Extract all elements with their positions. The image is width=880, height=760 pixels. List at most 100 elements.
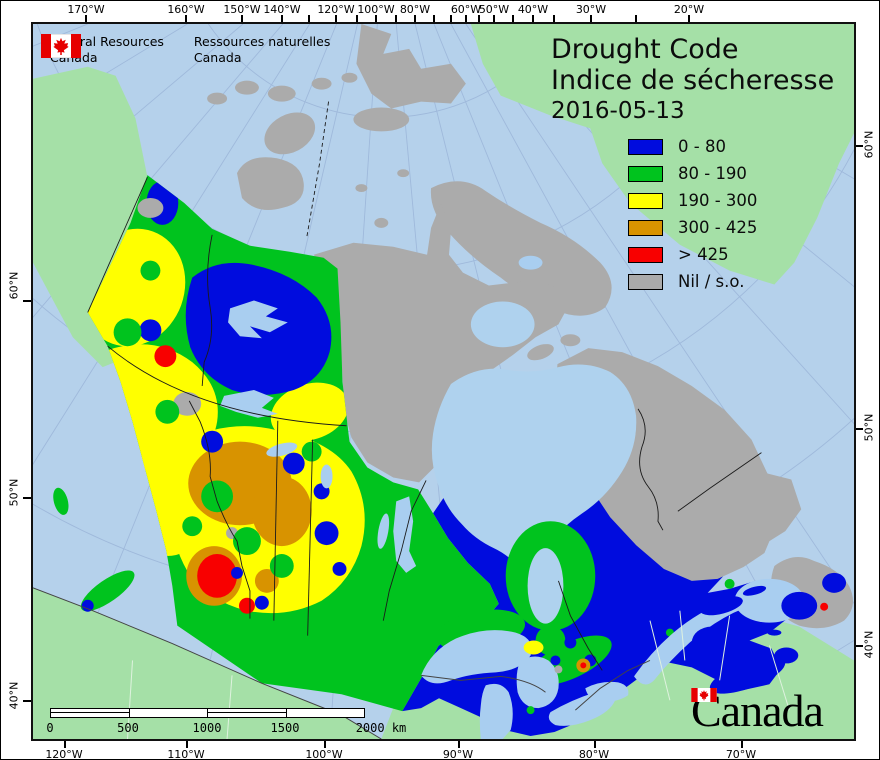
southern-ontario-detail bbox=[523, 636, 597, 715]
hudson-bay bbox=[431, 301, 637, 626]
lon-label: 80°W bbox=[399, 3, 431, 16]
qc-nl-border bbox=[637, 408, 664, 531]
lon-label: 160°W bbox=[167, 3, 205, 16]
great-slave-lake bbox=[220, 389, 278, 418]
lake-ontario bbox=[585, 681, 629, 703]
lat-label: 40°N bbox=[7, 681, 21, 710]
blue-patches bbox=[87, 181, 347, 610]
scale-label: 1000 bbox=[192, 721, 222, 735]
lakes bbox=[220, 255, 805, 739]
ab-sk-border bbox=[273, 420, 279, 621]
lat-label: 50°N bbox=[862, 413, 876, 442]
lat-label: 60°N bbox=[862, 130, 876, 159]
legend-swatch-red bbox=[628, 247, 663, 263]
lat-label: 40°N bbox=[862, 630, 876, 659]
lon-label: 90°W bbox=[442, 748, 474, 760]
legend-label: 190 - 300 bbox=[678, 191, 758, 210]
legend-label: Nil / s.o. bbox=[678, 272, 745, 291]
lon-label: 20°W bbox=[673, 3, 705, 16]
banks-island bbox=[264, 112, 316, 155]
vancouver-island bbox=[80, 570, 135, 612]
coastal-islands bbox=[53, 487, 135, 612]
us-state-borders bbox=[127, 610, 790, 739]
labrador-border bbox=[677, 452, 762, 512]
legend-label: 300 - 425 bbox=[678, 218, 758, 237]
lon-label: 120°W bbox=[317, 3, 355, 16]
lon-label: 120°W bbox=[45, 748, 83, 760]
dept-name-fr: Ressources naturelles Canada bbox=[193, 34, 331, 65]
mb-on-border bbox=[382, 480, 427, 621]
cape-breton bbox=[774, 647, 799, 664]
lake-michigan bbox=[479, 683, 513, 739]
lake-superior bbox=[421, 630, 532, 684]
scale-label: 500 bbox=[117, 721, 139, 735]
lon-label: 30°W bbox=[575, 3, 607, 16]
lake-huron bbox=[516, 656, 559, 709]
nwt-nunavut-border bbox=[306, 101, 330, 238]
nova-scotia bbox=[709, 657, 786, 694]
lon-label: 100°W bbox=[305, 748, 343, 760]
sk-mb-border bbox=[307, 439, 314, 636]
lon-label: 150°W bbox=[223, 3, 261, 16]
legend-swatch-yellow bbox=[628, 193, 663, 209]
lake-athabasca bbox=[266, 442, 298, 457]
ellesmere bbox=[356, 24, 466, 109]
legend-swatch-gray bbox=[628, 274, 663, 290]
gaspe bbox=[700, 596, 743, 616]
green-spots bbox=[113, 260, 322, 578]
wordmark-flag-icon bbox=[691, 688, 717, 702]
scale-label: 1500 bbox=[270, 721, 300, 735]
borders bbox=[87, 176, 762, 671]
legend-swatch-blue bbox=[628, 139, 663, 155]
international-border bbox=[33, 587, 651, 739]
haida-gwaii bbox=[53, 487, 69, 515]
lon-label: 70°W bbox=[725, 748, 757, 760]
lon-label: 80°W bbox=[578, 748, 610, 760]
nunavut-mainland bbox=[313, 202, 571, 483]
lon-label: 110°W bbox=[167, 748, 205, 760]
canada-flag-icon bbox=[41, 34, 81, 58]
title-fr: Indice de sécheresse bbox=[551, 65, 835, 96]
lat-label: 60°N bbox=[7, 271, 21, 300]
bc-ab-border bbox=[188, 400, 251, 619]
title-date: 2016-05-13 bbox=[551, 98, 685, 124]
pei bbox=[767, 629, 782, 636]
lat-label: 50°N bbox=[7, 478, 21, 507]
legend-label: 80 - 190 bbox=[678, 164, 747, 183]
legend-swatch-orange bbox=[628, 220, 663, 236]
legend-swatch-green bbox=[628, 166, 663, 182]
lon-label: 40°W bbox=[517, 3, 549, 16]
lon-label: 60°W bbox=[450, 3, 482, 16]
alaska-yukon-border bbox=[87, 176, 148, 313]
lon-label: 50°W bbox=[478, 3, 510, 16]
yukon-nwt-border bbox=[201, 234, 213, 387]
nfld-blue bbox=[781, 591, 818, 620]
nrcan-signature: Natural Resources Canada Ressources natu… bbox=[41, 34, 330, 66]
scale-label: 2000 km bbox=[355, 721, 407, 735]
lon-label: 140°W bbox=[263, 3, 301, 16]
on-qc-border bbox=[558, 580, 603, 671]
new-brunswick bbox=[691, 626, 732, 659]
victoria-island bbox=[237, 157, 304, 211]
map-area: Natural Resources Canada Ressources natu… bbox=[31, 22, 856, 741]
lon-label: 170°W bbox=[67, 3, 105, 16]
map-title: Drought Code Indice de sécheresse 2016-0… bbox=[551, 34, 834, 126]
title-en: Drought Code bbox=[551, 34, 739, 65]
canada-wordmark: Canada bbox=[691, 688, 854, 738]
scale-label: 0 bbox=[46, 721, 54, 735]
map-image bbox=[33, 24, 854, 739]
scale-bar bbox=[50, 708, 365, 718]
foxe-basin bbox=[470, 301, 535, 348]
baffin-island bbox=[430, 181, 612, 316]
alaska bbox=[33, 66, 148, 368]
reindeer-lake bbox=[320, 464, 333, 489]
drought-patches-west bbox=[87, 181, 365, 614]
maritime-red-spot bbox=[820, 602, 829, 611]
nettilling-lake bbox=[518, 255, 543, 270]
lon-label: 100°W bbox=[357, 3, 395, 16]
legend-label: > 425 bbox=[678, 245, 729, 264]
legend-label: 0 - 80 bbox=[678, 137, 726, 156]
great-bear-lake bbox=[228, 300, 288, 339]
devon-island bbox=[353, 107, 410, 132]
us-west bbox=[33, 587, 382, 739]
